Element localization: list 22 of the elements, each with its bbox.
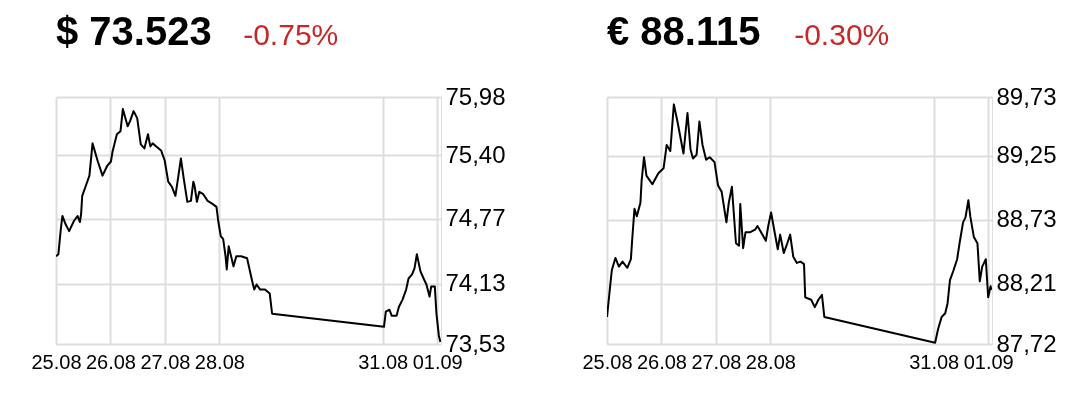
x-tick-label: 28.08 [745,350,796,373]
chart-title: € 88.115 [607,9,761,53]
y-tick-label: 88,73 [996,205,1057,233]
text: -0.75% [243,18,339,51]
y-tick-label: 88,21 [996,269,1057,297]
x-tick-label: 26.08 [85,350,136,373]
x-tick-label: 25.08 [582,350,633,373]
text: -0.30% [794,18,890,51]
x-tick-label: 26.08 [636,350,687,373]
x-tick-label: 31.08 [909,350,960,373]
y-tick-label: 75,40 [445,140,506,168]
x-tick-label: 31.08 [358,350,409,373]
x-tick-label: 25.08 [31,350,82,373]
y-tick-label: 75,98 [445,82,506,110]
chart-title: $ 73.523 [56,9,212,53]
x-tick-label: 28.08 [194,350,245,373]
x-tick-label: 27.08 [140,350,191,373]
y-tick-label: 89,25 [996,141,1057,169]
x-tick-label: 27.08 [691,350,742,373]
y-tick-label: 74,77 [445,204,506,232]
y-tick-label: 89,73 [996,82,1057,110]
y-tick-label: 74,13 [445,269,506,297]
